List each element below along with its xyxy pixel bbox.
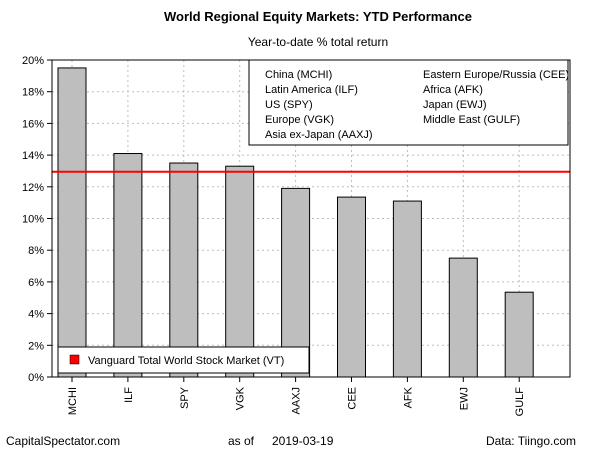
chart-title: World Regional Equity Markets: YTD Perfo… <box>164 9 472 24</box>
bar-afk <box>392 200 422 378</box>
footer-date: 2019-03-19 <box>272 434 334 448</box>
x-axis-ticks: MCHI ILF SPY VGK AAXJ CEE AFK EWJ GULF <box>67 377 526 416</box>
x-tick-label: GULF <box>514 387 526 417</box>
reference-legend-swatch <box>69 354 80 365</box>
bar-ewj <box>448 257 478 378</box>
y-tick-label: 2% <box>28 340 44 352</box>
x-tick-label: SPY <box>179 386 191 409</box>
x-tick-label: AAXJ <box>291 387 303 415</box>
bars <box>57 67 534 378</box>
legend-entry: Latin America (ILF) <box>265 84 358 96</box>
bar-aaxj <box>281 187 311 378</box>
bar-vgk <box>225 165 255 378</box>
bar-ilf <box>113 153 143 378</box>
x-tick-label: VGK <box>235 386 247 410</box>
chart-subtitle: Year-to-date % total return <box>248 35 388 49</box>
y-tick-label: 16% <box>22 118 44 130</box>
y-tick-label: 6% <box>28 277 44 289</box>
x-tick-label: ILF <box>123 387 135 403</box>
legend-entry: Asia ex-Japan (AAXJ) <box>265 129 373 141</box>
x-tick-label: AFK <box>402 386 414 408</box>
footer-source-site: CapitalSpectator.com <box>6 434 120 448</box>
y-tick-label: 20% <box>22 55 44 67</box>
legend-entry: Eastern Europe/Russia (CEE) <box>423 69 569 81</box>
reference-legend-box <box>57 346 310 374</box>
y-tick-label: 0% <box>28 372 44 384</box>
x-tick-label: EWJ <box>458 387 470 410</box>
reference-legend: Vanguard Total World Stock Market (VT) <box>57 346 310 374</box>
bar-spy <box>169 162 199 378</box>
legend-entry: Japan (EWJ) <box>423 99 487 111</box>
bar-gulf <box>504 291 534 378</box>
reference-legend-label: Vanguard Total World Stock Market (VT) <box>88 355 284 367</box>
x-tick-label: MCHI <box>67 387 79 415</box>
y-tick-label: 12% <box>22 182 44 194</box>
legend-entry: Europe (VGK) <box>265 114 334 126</box>
y-tick-label: 10% <box>22 214 44 226</box>
x-tick-label: CEE <box>347 387 359 410</box>
y-tick-label: 8% <box>28 245 44 257</box>
series-legend-box <box>248 59 569 146</box>
footer-data-credit: Data: Tiingo.com <box>486 434 576 448</box>
y-tick-label: 4% <box>28 309 44 321</box>
y-tick-label: 14% <box>22 150 44 162</box>
bar-cee <box>337 196 366 378</box>
y-axis-ticks: 0% 2% 4% 6% 8% 10% 12% 14% 16% 18% 20% <box>22 55 52 384</box>
series-legend: China (MCHI) Latin America (ILF) US (SPY) E… <box>248 59 569 146</box>
legend-entry: US (SPY) <box>265 99 313 111</box>
bar-mchi <box>57 67 87 378</box>
footer-as-of-label: as of <box>228 434 255 448</box>
legend-entry: Middle East (GULF) <box>423 114 520 126</box>
plot-frame <box>51 59 571 378</box>
legend-entry: China (MCHI) <box>265 69 332 81</box>
y-tick-label: 18% <box>22 87 44 99</box>
legend-entry: Africa (AFK) <box>423 84 483 96</box>
